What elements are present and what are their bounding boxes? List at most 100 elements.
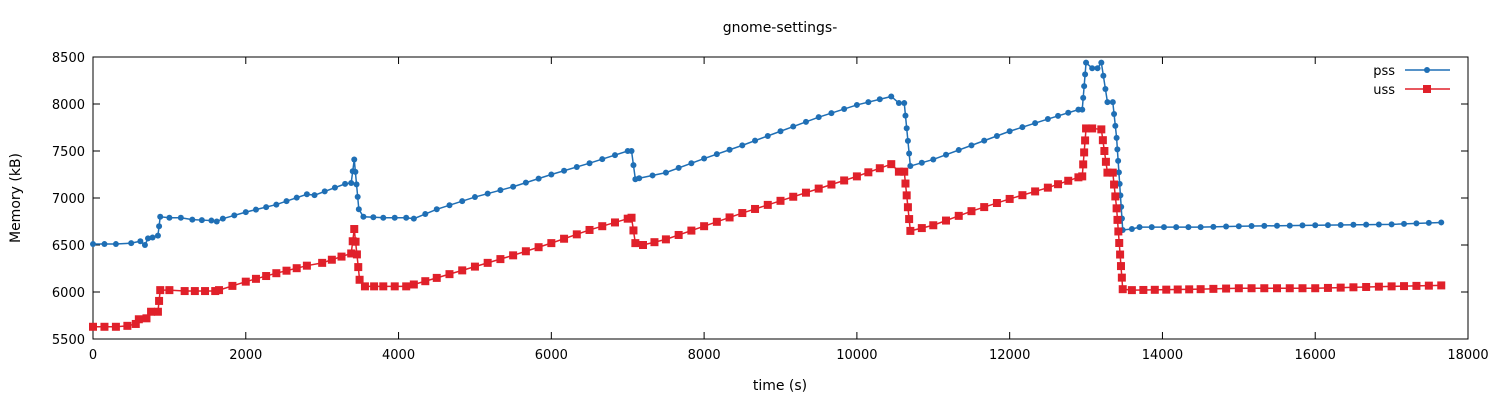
y-tick-label: 6000 <box>52 286 85 301</box>
series-uss-point <box>547 239 556 248</box>
series-pss-point <box>968 142 975 149</box>
series-pss-point <box>1248 223 1255 230</box>
series-uss-point <box>327 255 336 264</box>
series-uss-point <box>1437 281 1446 290</box>
series-pss-point <box>370 214 377 221</box>
series-pss-point <box>1109 99 1116 106</box>
series-pss-point <box>865 99 872 106</box>
series-pss-point <box>1274 222 1281 229</box>
series-pss-point <box>853 101 860 108</box>
series-uss-point <box>521 247 530 256</box>
series-uss-point <box>347 249 356 258</box>
series-pss-point <box>198 217 205 224</box>
series-uss-point <box>1400 282 1409 291</box>
series-uss-point <box>687 226 696 235</box>
series-pss-point <box>930 156 937 163</box>
series-uss-point <box>906 226 915 235</box>
series-uss-point <box>360 282 369 291</box>
series-pss-point <box>351 156 358 163</box>
series-pss-point <box>1113 134 1120 141</box>
series-uss-point <box>650 238 659 247</box>
series-pss-point <box>903 125 910 132</box>
series-pss-point <box>353 181 360 188</box>
series-uss-point <box>560 234 569 243</box>
x-axis-title: time (s) <box>753 378 807 394</box>
series-pss-point <box>1065 109 1072 116</box>
series-pss-point <box>391 214 398 221</box>
y-tick-label: 8500 <box>52 51 85 66</box>
series-uss-point <box>629 226 638 235</box>
series-pss-point <box>177 214 184 221</box>
series-uss-point <box>352 250 361 259</box>
series-pss-point <box>1197 224 1204 231</box>
series-uss-point <box>228 281 237 290</box>
series-uss-point <box>153 307 162 316</box>
series-uss-point <box>155 296 164 305</box>
series-uss-point <box>142 314 151 323</box>
series-uss-point <box>639 241 647 249</box>
series-uss-point <box>470 262 479 271</box>
series-uss-point <box>1336 283 1345 292</box>
series-uss-point <box>1079 160 1088 169</box>
series-pss-point <box>354 193 361 200</box>
series-uss-point <box>370 282 379 291</box>
series-pss-point <box>918 159 925 166</box>
series-uss-point <box>1234 284 1243 293</box>
series-pss-point <box>1286 222 1293 229</box>
x-tick-label: 6000 <box>535 348 568 363</box>
series-uss-point <box>827 180 836 189</box>
series-pss-point <box>573 163 580 170</box>
series-pss-point <box>273 201 280 208</box>
series-pss-point <box>586 160 593 167</box>
series-pss-point <box>293 194 300 201</box>
series-pss-point <box>433 206 440 213</box>
series-pss-point <box>902 112 909 119</box>
series-uss-point <box>432 273 441 282</box>
series-uss-point <box>887 160 896 169</box>
series-pss-point <box>1413 220 1420 227</box>
series-uss-point <box>763 200 772 209</box>
chart-title: gnome-settings- <box>723 20 838 36</box>
series-pss-point <box>348 179 355 186</box>
series-pss-point <box>101 241 108 248</box>
series-uss-point <box>1116 250 1125 259</box>
series-uss-point <box>942 216 951 225</box>
series-pss-point <box>561 167 568 174</box>
series-pss-point <box>981 137 988 144</box>
series-uss-point <box>1387 282 1396 291</box>
series-uss-point <box>903 203 912 212</box>
series-uss-point <box>134 315 143 324</box>
series-pss-point <box>701 155 708 162</box>
legend-item-pss: pss <box>1373 64 1450 79</box>
series-uss-point <box>445 270 454 279</box>
series-pss-point <box>752 137 759 144</box>
series-uss-point <box>355 275 364 284</box>
series-uss-point <box>1103 168 1112 177</box>
series-uss-point <box>1114 227 1123 236</box>
x-axis: 0 2000 4000 6000 8000 10000 12000 14000 16000 180… <box>89 57 1489 363</box>
series-uss-point <box>1080 148 1089 157</box>
series-uss-point <box>661 235 670 244</box>
series-uss-point <box>840 176 849 185</box>
series-uss-point <box>700 222 709 231</box>
series-uss-point <box>1162 285 1171 294</box>
series-uss-point <box>251 274 260 283</box>
series-uss-point <box>1054 180 1063 189</box>
legend: pss uss <box>1373 64 1450 98</box>
series-pss-point <box>1223 223 1230 230</box>
series-pss-point <box>510 183 517 190</box>
series-uss-point <box>1043 183 1052 192</box>
y-tick-label: 5500 <box>52 333 85 348</box>
series-pss-point <box>145 235 151 242</box>
series-uss-point <box>354 263 363 272</box>
series-pss-point <box>355 206 362 213</box>
series-uss-point <box>1349 283 1358 292</box>
series-pss-point <box>1425 219 1432 226</box>
series-pss-point <box>1094 65 1101 72</box>
series-pss-point <box>1032 120 1039 127</box>
series-uss-point <box>1018 191 1027 200</box>
series-uss-point <box>1088 124 1097 133</box>
series-pss-point <box>231 212 238 219</box>
series-pss-point <box>1102 85 1109 92</box>
